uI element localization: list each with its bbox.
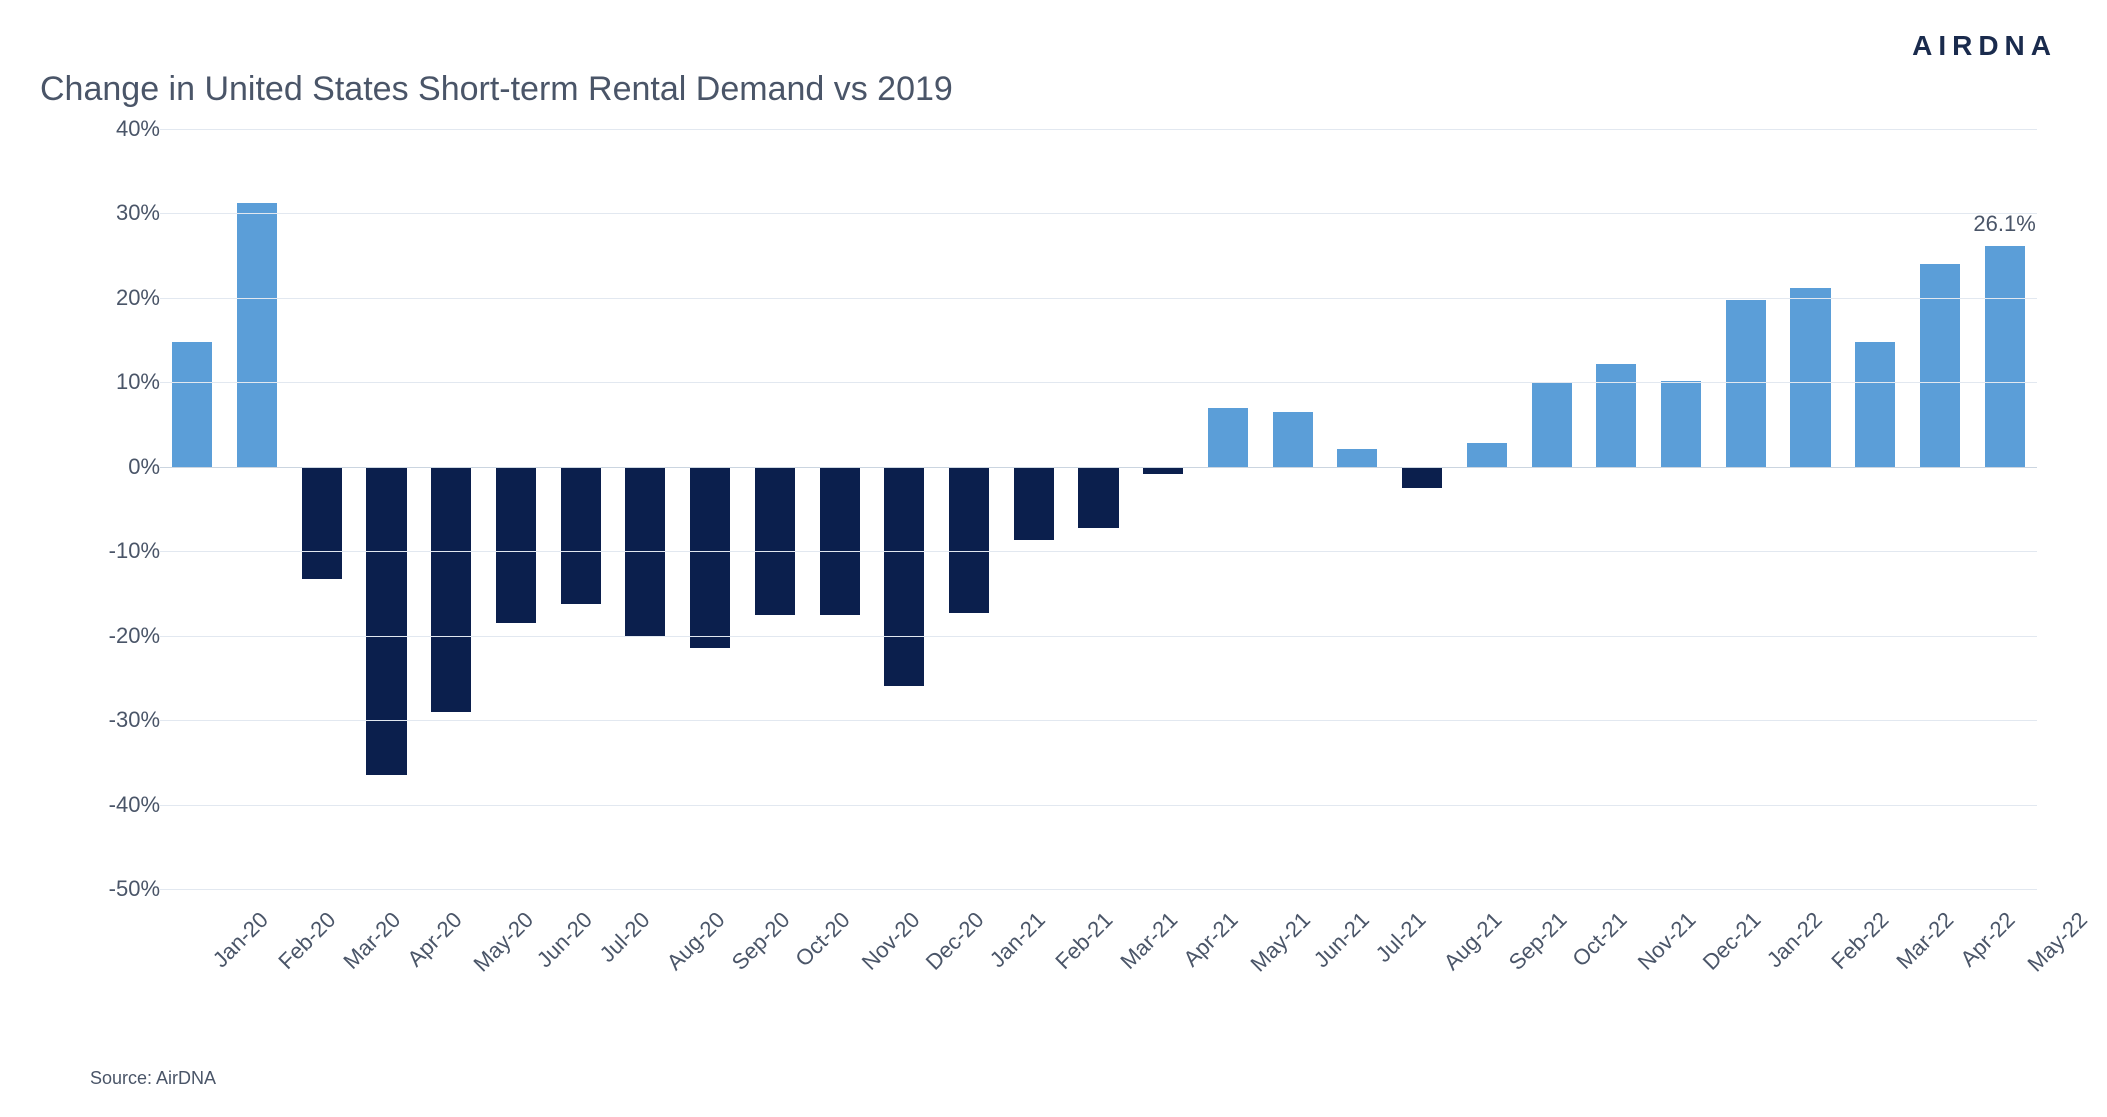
x-tick-label: Aug-21 [1439,907,1508,976]
x-tick-label: Mar-21 [1115,907,1183,975]
x-tick-label: Dec-20 [921,907,990,976]
gridline [160,298,2037,299]
y-tick-label: 0% [128,454,160,480]
brand-logo: AIRDNA [1912,30,2057,62]
gridline [160,805,2037,806]
x-tick-label: Jun-21 [1308,907,1374,973]
bar [1790,288,1830,467]
bar [1467,443,1507,467]
bar [1532,382,1572,466]
gridline [160,720,2037,721]
gridline [160,636,2037,637]
chart-page: AIRDNA Change in United States Short-ter… [0,0,2107,1117]
x-tick-label: Sep-20 [727,907,796,976]
bar [949,467,989,613]
x-tick-label: Sep-21 [1504,907,1573,976]
x-tick-label: May-22 [2022,907,2092,977]
bar [1596,364,1636,467]
bar [172,342,212,467]
x-tick-label: Nov-20 [856,907,925,976]
bar [1208,408,1248,467]
x-tick-label: Apr-22 [1955,907,2020,972]
x-tick-label: Jan-22 [1761,907,1827,973]
bar [690,467,730,649]
bar [366,467,406,775]
zero-baseline [160,467,2037,468]
bar [237,203,277,466]
x-tick-label: Dec-21 [1698,907,1767,976]
bar [1078,467,1118,528]
x-tick-label: May-20 [469,907,539,977]
plot-area: 26.1% [160,129,2037,889]
bar [884,467,924,687]
bar-value-label: 26.1% [1973,211,2035,237]
x-axis-labels: Jan-20Feb-20Mar-20Apr-20May-20Jun-20Jul-… [160,889,2037,1009]
bar [302,467,342,579]
bar [1855,342,1895,467]
y-tick-label: -50% [109,876,160,902]
gridline [160,382,2037,383]
y-tick-label: -40% [109,792,160,818]
y-axis: -50%-40%-30%-20%-10%0%10%20%30%40% [50,129,160,889]
bar [1143,467,1183,474]
gridline [160,213,2037,214]
y-tick-label: 10% [116,369,160,395]
bar [1661,381,1701,467]
bar [755,467,795,615]
x-tick-label: Feb-20 [273,907,341,975]
x-tick-label: Apr-20 [402,907,467,972]
bar [1985,246,2025,466]
y-tick-label: -30% [109,707,160,733]
x-tick-label: Nov-21 [1633,907,1702,976]
chart-title: Change in United States Short-term Renta… [40,70,2067,109]
bar [820,467,860,615]
gridline [160,129,2037,130]
x-tick-label: May-21 [1245,907,1315,977]
bar [1402,467,1442,488]
x-tick-label: Feb-22 [1827,907,1895,975]
y-tick-label: -10% [109,538,160,564]
x-tick-label: Feb-21 [1050,907,1118,975]
bars-layer: 26.1% [160,129,2037,889]
gridline [160,551,2037,552]
bar [431,467,471,712]
bar [1014,467,1054,540]
bar [496,467,536,623]
x-tick-label: Oct-21 [1567,907,1632,972]
bar [1337,449,1377,467]
x-tick-label: Aug-20 [662,907,731,976]
x-tick-label: Mar-22 [1892,907,1960,975]
x-tick-label: Jul-21 [1371,907,1432,968]
bar [1273,412,1313,467]
source-caption: Source: AirDNA [90,1068,216,1089]
x-tick-label: Jul-20 [594,907,655,968]
bar [1920,264,1960,467]
y-tick-label: 20% [116,285,160,311]
x-tick-label: Jun-20 [532,907,598,973]
y-tick-label: 40% [116,116,160,142]
x-tick-label: Jan-20 [208,907,274,973]
x-tick-label: Jan-21 [985,907,1051,973]
bar [561,467,601,605]
x-tick-label: Oct-20 [790,907,855,972]
x-tick-label: Apr-21 [1179,907,1244,972]
y-tick-label: 30% [116,200,160,226]
y-tick-label: -20% [109,623,160,649]
x-tick-label: Mar-20 [338,907,406,975]
chart-area: -50%-40%-30%-20%-10%0%10%20%30%40% 26.1%… [50,129,2057,889]
